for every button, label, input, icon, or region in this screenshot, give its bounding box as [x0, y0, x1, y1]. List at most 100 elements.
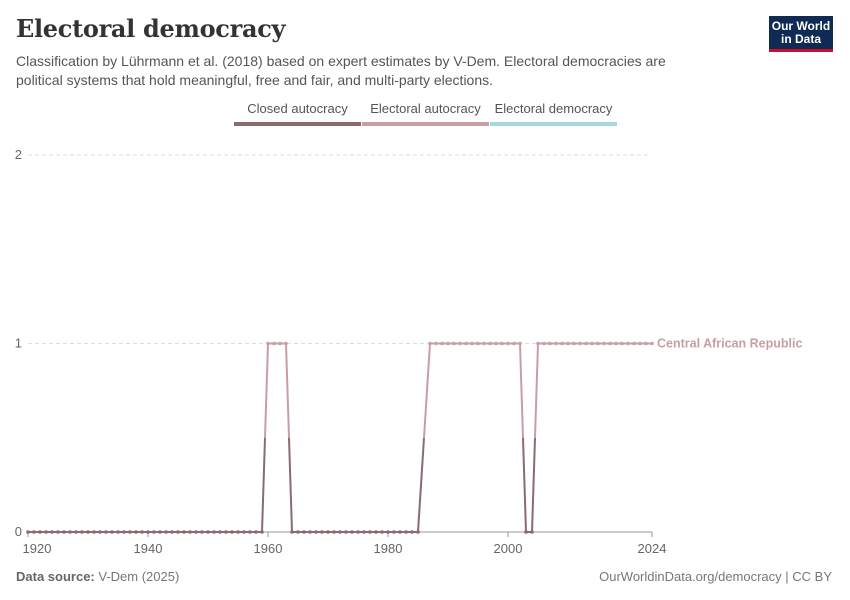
- data-point: [230, 530, 234, 534]
- data-point: [188, 530, 192, 534]
- series-segment: [519, 343, 524, 438]
- data-point: [74, 530, 78, 534]
- data-point: [140, 530, 144, 534]
- legend-label: Electoral autocracy: [370, 101, 481, 116]
- data-point: [644, 341, 648, 346]
- data-point: [158, 530, 162, 534]
- data-point: [410, 530, 414, 534]
- data-point: [332, 530, 336, 534]
- series-segment: [261, 437, 266, 533]
- data-point: [152, 530, 156, 534]
- data-point: [362, 530, 366, 534]
- data-point: [50, 530, 54, 534]
- data-point: [356, 530, 360, 534]
- data-point: [326, 530, 330, 534]
- data-point: [56, 530, 60, 534]
- legend: Closed autocracy Electoral autocracy Ele…: [234, 101, 618, 126]
- data-point: [92, 530, 96, 534]
- data-point: [416, 530, 420, 534]
- legend-label: Electoral democracy: [494, 101, 613, 116]
- x-tick-label: 2024: [638, 541, 667, 556]
- data-point: [554, 341, 558, 346]
- data-point: [176, 530, 180, 534]
- data-point: [518, 341, 522, 346]
- series-segment: [417, 437, 425, 533]
- data-point: [548, 341, 552, 346]
- data-point: [632, 341, 636, 346]
- source-label: Data source:: [16, 569, 95, 584]
- series-segment: [531, 437, 536, 533]
- data-point: [206, 530, 210, 534]
- data-point: [476, 341, 480, 346]
- data-point: [110, 530, 114, 534]
- data-point: [44, 530, 48, 534]
- data-point: [170, 530, 174, 534]
- x-tick-label: 2000: [494, 541, 523, 556]
- data-point: [26, 530, 30, 534]
- data-point: [440, 341, 444, 346]
- data-point: [302, 530, 306, 534]
- series-segment: [264, 343, 269, 438]
- data-point: [482, 341, 486, 346]
- data-point: [32, 530, 36, 534]
- data-point: [584, 341, 588, 346]
- data-point: [98, 530, 102, 534]
- data-point: [134, 530, 138, 534]
- legend-swatch: [362, 122, 489, 126]
- data-point: [434, 341, 438, 346]
- data-point: [194, 530, 198, 534]
- series-segment: [423, 343, 431, 438]
- data-point: [320, 530, 324, 534]
- data-point: [314, 530, 318, 534]
- legend-item-electoral-autocracy[interactable]: Electoral autocracy: [362, 101, 489, 126]
- data-point: [500, 341, 504, 346]
- logo-text: Our World in Data: [771, 19, 831, 46]
- data-point: [236, 530, 240, 534]
- data-point: [566, 341, 570, 346]
- data-point: [392, 530, 396, 534]
- data-point: [182, 530, 186, 534]
- series-segment: [288, 437, 293, 533]
- owid-logo[interactable]: Our World in Data: [769, 16, 833, 52]
- data-point: [248, 530, 252, 534]
- data-point: [428, 341, 432, 346]
- data-point: [590, 341, 594, 346]
- data-point: [296, 530, 300, 534]
- data-point: [470, 341, 474, 346]
- series-segment: [285, 343, 290, 438]
- data-point: [164, 530, 168, 534]
- data-point: [386, 530, 390, 534]
- data-point: [458, 341, 462, 346]
- legend-item-closed-autocracy[interactable]: Closed autocracy: [234, 101, 361, 126]
- series-segment: [522, 437, 527, 533]
- data-point: [122, 530, 126, 534]
- data-point: [452, 341, 456, 346]
- y-tick-label: 1: [15, 336, 22, 351]
- data-point: [86, 530, 90, 534]
- data-point: [620, 341, 624, 346]
- x-tick-label: 1920: [23, 541, 52, 556]
- data-point: [128, 530, 132, 534]
- data-source: Data source: V-Dem (2025): [16, 569, 179, 584]
- x-tick-label: 1940: [134, 541, 163, 556]
- source-value[interactable]: V-Dem (2025): [98, 569, 180, 584]
- data-point: [572, 341, 576, 346]
- data-point: [68, 530, 72, 534]
- data-point: [512, 341, 516, 346]
- data-point: [626, 341, 630, 346]
- series-segment: [534, 343, 539, 438]
- data-point: [272, 341, 276, 346]
- data-point: [380, 530, 384, 534]
- data-point: [368, 530, 372, 534]
- legend-swatch: [490, 122, 617, 126]
- data-point: [638, 341, 642, 346]
- data-point: [536, 341, 540, 346]
- data-point: [146, 530, 150, 534]
- y-tick-label: 2: [15, 147, 22, 162]
- data-point: [344, 530, 348, 534]
- data-point: [464, 341, 468, 346]
- legend-item-electoral-democracy[interactable]: Electoral democracy: [490, 101, 617, 126]
- footer-url[interactable]: OurWorldinData.org/democracy | CC BY: [599, 569, 832, 584]
